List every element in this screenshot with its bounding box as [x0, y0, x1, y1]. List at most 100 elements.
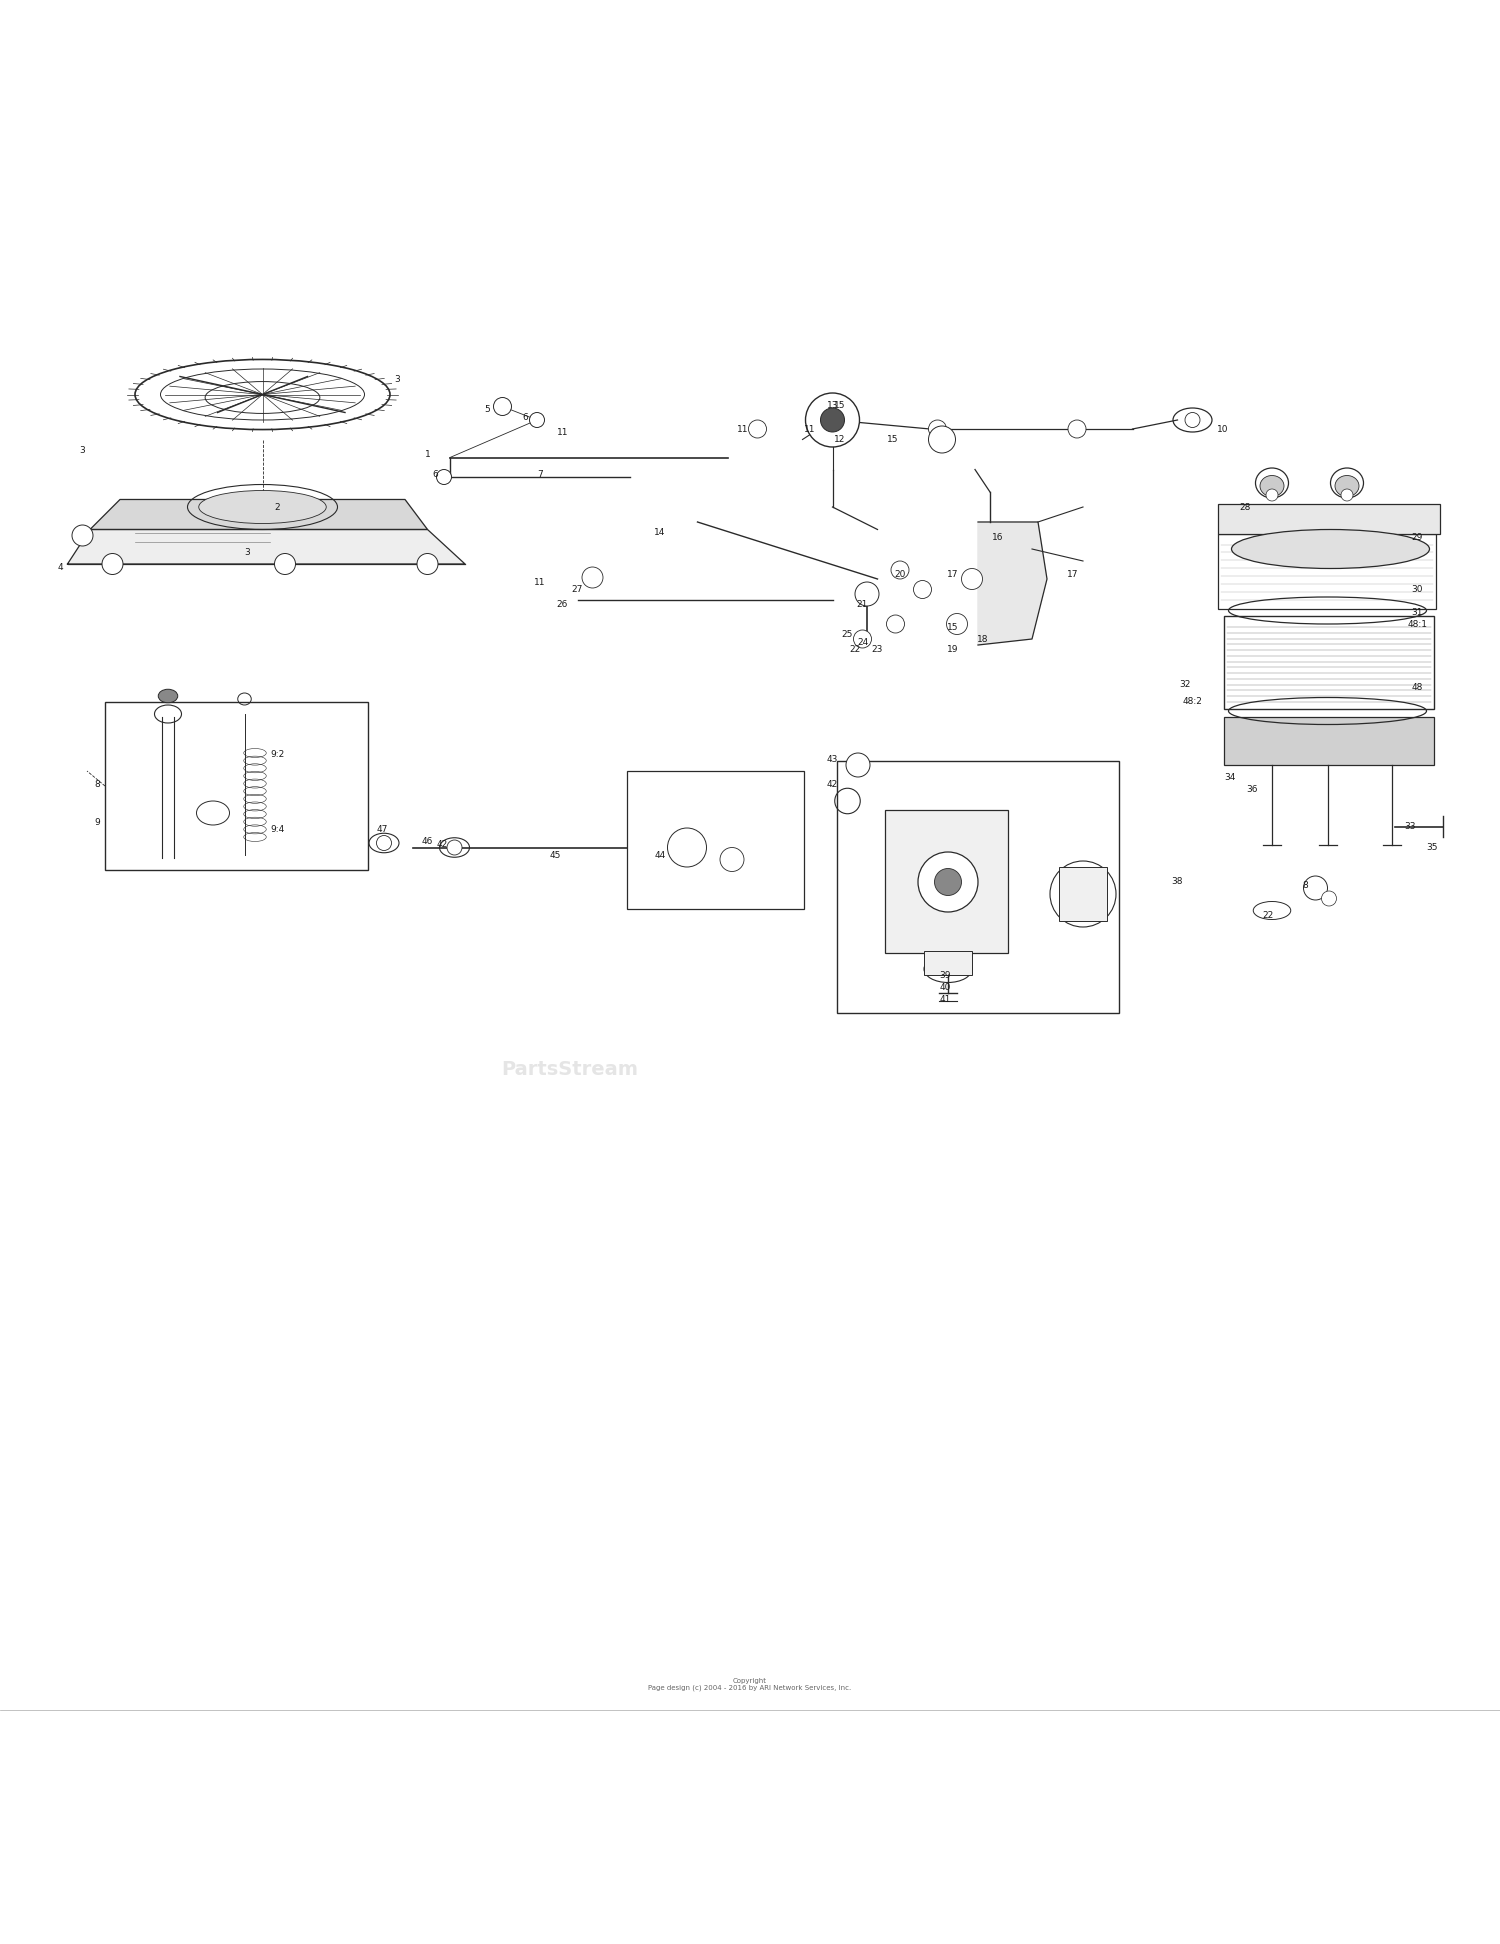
Circle shape	[1068, 420, 1086, 437]
Text: 10: 10	[1216, 424, 1228, 434]
Text: 15: 15	[834, 400, 846, 410]
Text: 18: 18	[976, 634, 988, 643]
Circle shape	[806, 393, 859, 447]
Text: 21: 21	[856, 601, 868, 608]
Text: 16: 16	[992, 533, 1004, 542]
Text: 2: 2	[274, 502, 280, 511]
Text: 48:1: 48:1	[1407, 620, 1428, 628]
Text: 44: 44	[654, 851, 666, 859]
Text: 36: 36	[1246, 785, 1258, 793]
Text: 20: 20	[894, 570, 906, 579]
Circle shape	[946, 614, 968, 634]
Circle shape	[928, 426, 956, 453]
Text: 22: 22	[1262, 910, 1274, 920]
Circle shape	[853, 630, 871, 647]
Text: Copyright
Page design (c) 2004 - 2016 by ARI Network Services, Inc.: Copyright Page design (c) 2004 - 2016 by…	[648, 1678, 852, 1691]
Circle shape	[891, 562, 909, 579]
Text: 1: 1	[424, 449, 430, 459]
Circle shape	[1050, 861, 1116, 927]
Circle shape	[846, 752, 870, 778]
Circle shape	[934, 869, 962, 896]
Text: 17: 17	[946, 570, 958, 579]
Text: 11: 11	[804, 424, 816, 434]
Text: 42: 42	[436, 840, 448, 850]
Bar	[1218, 503, 1440, 535]
Text: 3: 3	[394, 375, 400, 385]
Text: 41: 41	[939, 995, 951, 1003]
Circle shape	[376, 836, 392, 851]
Text: 8: 8	[94, 780, 100, 789]
Text: 9: 9	[94, 818, 100, 826]
Text: 15: 15	[886, 435, 898, 443]
Polygon shape	[68, 529, 465, 564]
Text: 11: 11	[736, 424, 748, 434]
Polygon shape	[90, 500, 427, 529]
Text: 17: 17	[1066, 570, 1078, 579]
Bar	[1059, 867, 1107, 921]
Bar	[837, 760, 1119, 1013]
Circle shape	[102, 554, 123, 575]
Text: 14: 14	[654, 529, 666, 537]
Circle shape	[855, 581, 879, 607]
Text: 3: 3	[80, 445, 86, 455]
Circle shape	[720, 848, 744, 871]
Ellipse shape	[159, 690, 178, 702]
Circle shape	[494, 397, 512, 416]
Text: 38: 38	[1172, 877, 1184, 886]
Bar	[885, 811, 1008, 953]
Bar	[1224, 616, 1434, 710]
Text: 47: 47	[376, 824, 388, 834]
Text: 6: 6	[522, 412, 528, 422]
Text: PartsStream: PartsStream	[501, 1059, 639, 1079]
Circle shape	[274, 554, 296, 575]
Circle shape	[886, 614, 904, 634]
Bar	[1218, 535, 1435, 608]
Text: 26: 26	[556, 601, 568, 608]
Text: 31: 31	[1412, 608, 1424, 616]
Text: 3: 3	[244, 548, 250, 556]
Text: 48:2: 48:2	[1182, 698, 1203, 706]
Text: 8: 8	[1302, 881, 1308, 890]
Text: 22: 22	[849, 645, 861, 653]
Text: 39: 39	[939, 970, 951, 980]
Circle shape	[1185, 412, 1200, 428]
Ellipse shape	[1335, 476, 1359, 496]
Circle shape	[1266, 490, 1278, 502]
Text: 43: 43	[827, 754, 839, 764]
Circle shape	[668, 828, 706, 867]
Text: 11: 11	[534, 577, 546, 587]
Bar	[1224, 717, 1434, 766]
Circle shape	[962, 568, 982, 589]
Text: 9:4: 9:4	[270, 824, 285, 834]
Text: 40: 40	[939, 982, 951, 991]
Bar	[627, 772, 804, 910]
Text: 11: 11	[556, 428, 568, 437]
Text: 25: 25	[842, 630, 854, 640]
Circle shape	[1322, 890, 1336, 906]
Text: 42: 42	[827, 780, 839, 789]
Polygon shape	[978, 523, 1047, 645]
Text: 34: 34	[1224, 772, 1236, 781]
Bar	[105, 702, 368, 871]
Circle shape	[447, 840, 462, 855]
Text: 30: 30	[1412, 585, 1424, 595]
Text: 45: 45	[549, 851, 561, 859]
Text: 46: 46	[422, 838, 434, 846]
Text: 29: 29	[1412, 533, 1424, 542]
Text: 5: 5	[484, 404, 490, 414]
Ellipse shape	[198, 490, 327, 523]
Text: 15: 15	[946, 622, 958, 632]
Text: 33: 33	[1404, 822, 1416, 830]
Circle shape	[72, 525, 93, 546]
Text: 27: 27	[572, 585, 584, 595]
Text: 32: 32	[1179, 680, 1191, 688]
Circle shape	[530, 412, 544, 428]
Circle shape	[1304, 877, 1328, 900]
Circle shape	[1341, 490, 1353, 502]
Text: 7: 7	[537, 470, 543, 478]
Circle shape	[748, 420, 766, 437]
Text: 48: 48	[1412, 682, 1424, 692]
Circle shape	[821, 408, 844, 432]
Circle shape	[436, 470, 451, 484]
Text: 35: 35	[1426, 844, 1438, 851]
